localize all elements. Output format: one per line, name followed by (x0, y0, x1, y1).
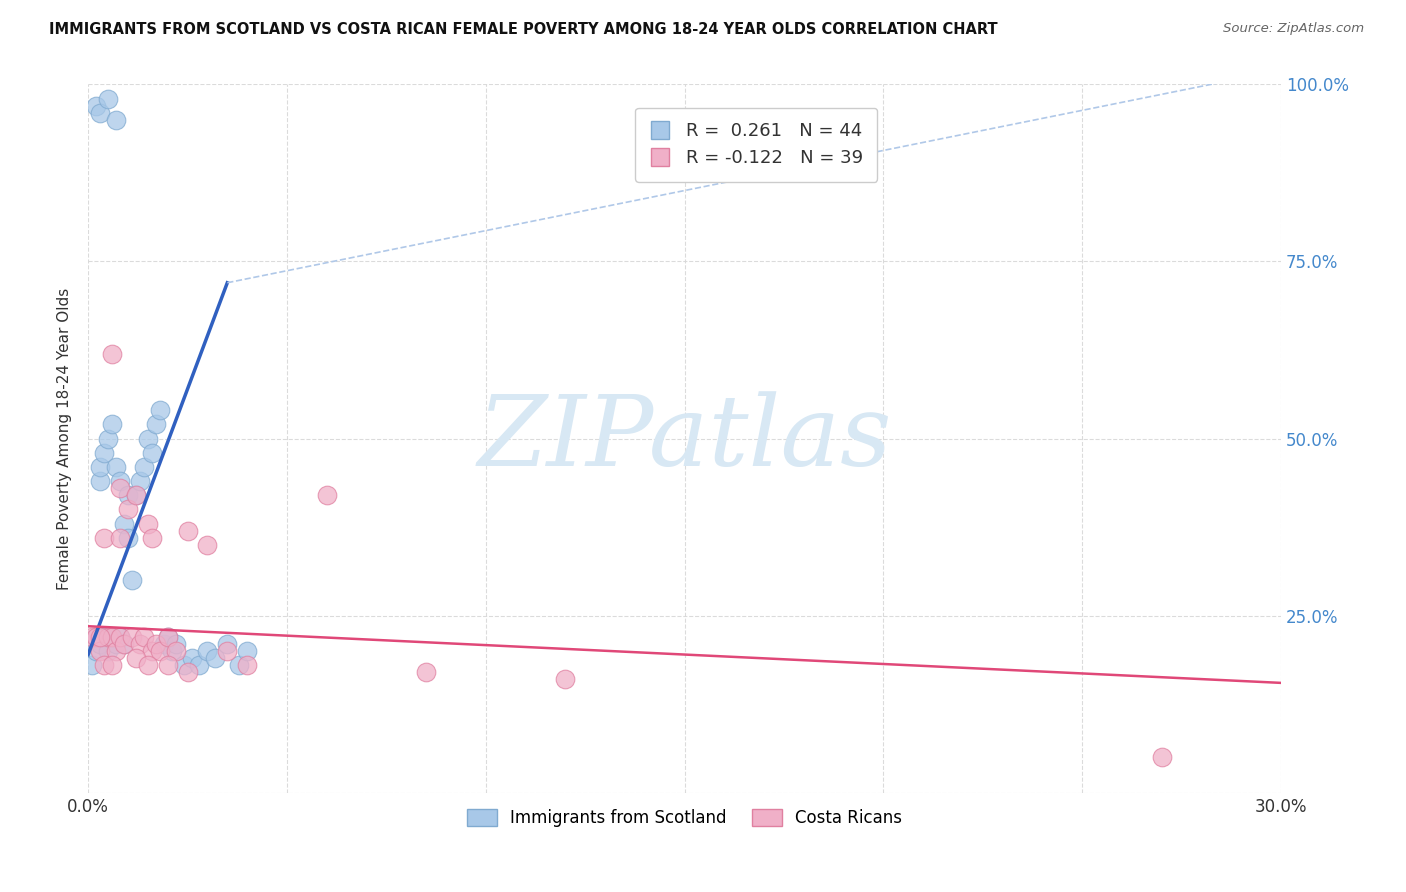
Point (108, 630, 131, 644)
Point (176, 524, 198, 538)
Point (108, 630, 131, 644)
Point (101, 658, 124, 673)
Point (93, 531, 115, 545)
Point (125, 651, 148, 665)
Point (84, 644, 107, 658)
Point (228, 658, 250, 673)
Point (117, 502, 139, 516)
Point (108, 474, 131, 488)
Point (89, 644, 111, 658)
Point (117, 531, 139, 545)
Point (104, 112, 127, 127)
Point (112, 637, 135, 651)
Point (141, 531, 163, 545)
Point (117, 488, 139, 502)
Point (101, 417, 124, 432)
Point (97, 630, 120, 644)
Point (165, 637, 187, 651)
Point (121, 630, 143, 644)
Point (1150, 750, 1173, 764)
Point (188, 658, 211, 673)
Point (141, 446, 163, 460)
Point (93, 446, 115, 460)
Point (149, 403, 172, 417)
Point (89, 105, 111, 120)
Point (236, 658, 259, 673)
Point (156, 630, 179, 644)
Point (125, 488, 148, 502)
Point (145, 417, 167, 432)
Point (136, 432, 159, 446)
Point (180, 651, 202, 665)
Legend: Immigrants from Scotland, Costa Ricans: Immigrants from Scotland, Costa Ricans (460, 803, 908, 834)
Point (93, 630, 115, 644)
Point (236, 644, 259, 658)
Point (89, 474, 111, 488)
Point (93, 658, 115, 673)
Point (112, 516, 135, 531)
Point (104, 637, 127, 651)
Point (104, 644, 127, 658)
Point (152, 637, 174, 651)
Point (160, 644, 183, 658)
Point (217, 644, 239, 658)
Point (217, 637, 239, 651)
Point (84, 630, 107, 644)
Text: ZIPatlas: ZIPatlas (477, 391, 891, 486)
Point (97, 92, 120, 106)
Point (89, 630, 111, 644)
Point (145, 637, 167, 651)
Point (121, 573, 143, 587)
Point (104, 459, 127, 474)
Point (84, 630, 107, 644)
Point (128, 474, 150, 488)
Point (173, 658, 195, 673)
Point (101, 630, 124, 644)
Point (415, 665, 437, 680)
Point (165, 644, 187, 658)
Point (89, 459, 111, 474)
Point (136, 658, 159, 673)
Point (112, 637, 135, 651)
Point (101, 630, 124, 644)
Point (156, 630, 179, 644)
Point (176, 665, 198, 680)
Point (197, 644, 219, 658)
Text: Source: ZipAtlas.com: Source: ZipAtlas.com (1223, 22, 1364, 36)
Point (101, 346, 124, 360)
Point (132, 630, 155, 644)
Point (125, 488, 148, 502)
Y-axis label: Female Poverty Among 18-24 Year Olds: Female Poverty Among 18-24 Year Olds (58, 287, 72, 590)
Point (97, 644, 120, 658)
Text: IMMIGRANTS FROM SCOTLAND VS COSTA RICAN FEMALE POVERTY AMONG 18-24 YEAR OLDS COR: IMMIGRANTS FROM SCOTLAND VS COSTA RICAN … (49, 22, 998, 37)
Point (82, 658, 104, 673)
Point (84, 98, 107, 112)
Point (97, 432, 120, 446)
Point (136, 516, 159, 531)
Point (89, 637, 111, 651)
Point (554, 673, 576, 687)
Point (108, 481, 131, 495)
Point (108, 531, 131, 545)
Point (128, 637, 150, 651)
Point (141, 644, 163, 658)
Point (315, 488, 337, 502)
Point (204, 651, 226, 665)
Point (82, 630, 104, 644)
Point (156, 658, 179, 673)
Point (132, 459, 155, 474)
Point (197, 538, 219, 552)
Point (149, 644, 172, 658)
